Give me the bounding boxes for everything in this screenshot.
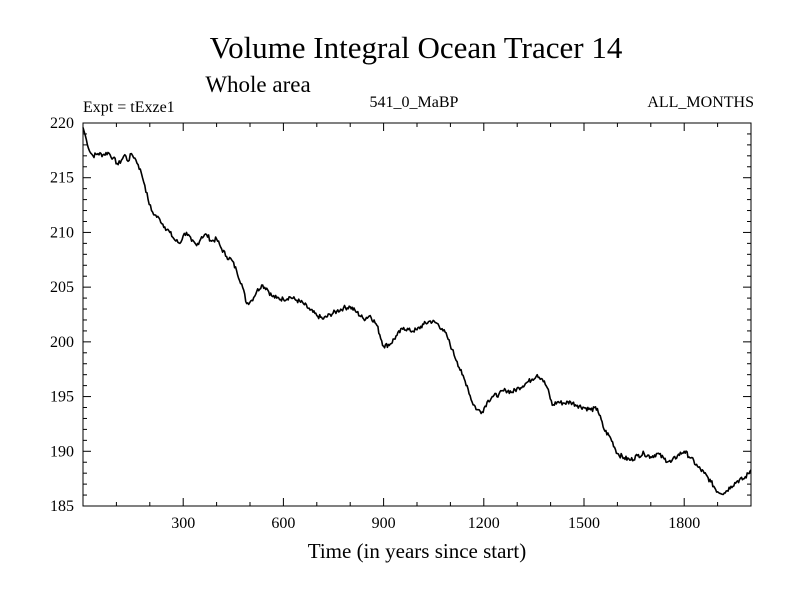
months-label: ALL_MONTHS [647,94,754,111]
x-tick-label: 600 [271,515,295,532]
y-tick-label: 200 [50,334,74,351]
x-tick-label: 900 [372,515,396,532]
x-tick-label: 1500 [568,515,600,532]
y-tick-label: 210 [50,224,74,241]
y-tick-label: 205 [50,279,74,296]
chart-subtitle: Whole area [205,72,310,97]
y-tick-label: 215 [50,170,74,187]
tick-label-group: 300 600 900 1200 1500 1800 185 190 195 200 205 210 2… [50,115,700,532]
x-tick-label: 1200 [468,515,500,532]
series-line [82,127,752,496]
y-tick-label: 220 [50,115,74,132]
y-tick-label: 195 [50,389,74,406]
tick-group [83,122,751,507]
x-tick-label: 300 [171,515,195,532]
y-tick-label: 190 [50,443,74,460]
x-tick-label: 1800 [668,515,700,532]
plot-frame [82,122,752,507]
period-label: 541_0_MaBP [370,94,459,111]
chart-title: Volume Integral Ocean Tracer 14 [210,30,623,65]
experiment-label: Expt = tExze1 [83,99,175,116]
y-tick-label: 185 [50,498,74,515]
x-axis-label: Time (in years since start) [308,539,527,563]
